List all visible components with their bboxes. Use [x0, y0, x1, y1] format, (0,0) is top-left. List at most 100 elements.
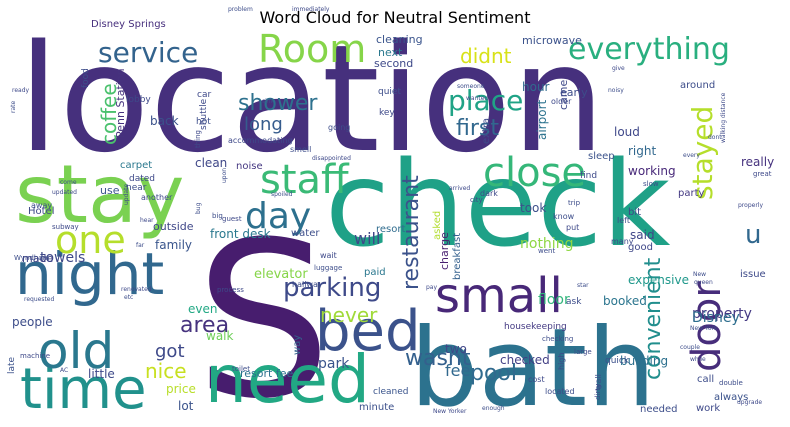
word-night: night [15, 240, 164, 308]
word-new-yorker: New Yorker [433, 408, 467, 415]
word-people: people [12, 315, 53, 329]
word-hour: hour [522, 80, 550, 94]
word-cleaned: cleaned [373, 387, 408, 397]
word-right: right [628, 144, 656, 158]
word-never: never [320, 303, 378, 327]
word-bath: bath [410, 306, 656, 427]
word-machine: machine [20, 352, 50, 360]
word-even: even [188, 302, 217, 316]
word-loud: loud [614, 125, 640, 139]
word-needed: needed [640, 404, 678, 415]
word-old: old [38, 322, 114, 380]
word-clean: clean [195, 156, 227, 170]
word-accommodating: accommodating [228, 136, 293, 145]
word-requested: requested [24, 296, 54, 303]
word-sink: sink [262, 98, 275, 105]
word-older: older [551, 97, 572, 106]
word-dated: dated [129, 174, 155, 184]
word-ready: ready [12, 87, 30, 94]
word-call: call [697, 374, 714, 385]
word-party: party [678, 188, 705, 199]
word-walk: walk [206, 329, 234, 343]
word-early: early [560, 86, 588, 99]
word-use: use [100, 184, 120, 197]
word-nothing: nothing [520, 236, 573, 252]
word-microwave: microwave [522, 34, 582, 47]
word-room: Room [258, 27, 366, 71]
word-restaurant: restaurant [399, 175, 424, 290]
word-minute: minute [359, 402, 394, 413]
word-upon: upon [221, 168, 228, 183]
word-bug: bug [195, 202, 202, 214]
word-one: one [55, 218, 126, 262]
word-place: place [448, 84, 523, 117]
word-another: another [141, 193, 173, 202]
word-front-desk: front desk [210, 227, 271, 241]
word-parking: parking [283, 273, 381, 303]
word-little: little [88, 367, 115, 381]
word-slow: slow [643, 180, 659, 188]
word-got: got [155, 341, 185, 362]
word-expensive: expensive [628, 273, 689, 287]
word-close: close [483, 150, 586, 196]
word-upgrade: upgrade [737, 399, 762, 406]
word-new: New [693, 271, 706, 278]
word-every: every [683, 152, 700, 159]
word-everything: everything [568, 32, 730, 67]
word-put: put [566, 223, 579, 232]
word-process: process [217, 286, 244, 294]
word-stay: stay [15, 148, 184, 241]
word-checked: checked [500, 353, 550, 367]
word-carpet: carpet [120, 160, 152, 171]
word-updated: updated [52, 189, 77, 196]
word-really: really [741, 155, 774, 169]
word-service: service [98, 36, 198, 69]
word-update: update [123, 184, 130, 205]
word-nice: nice [145, 359, 187, 383]
word-paid: paid [364, 267, 386, 278]
word-food: food [81, 68, 91, 88]
word-back: back [150, 114, 179, 128]
word-door: door [684, 281, 730, 372]
word-hot: hot [196, 117, 211, 127]
word-give: give [612, 65, 625, 72]
word-immediately: immediately [292, 6, 330, 13]
word-far: far [136, 242, 145, 249]
word-disappointed: disappointed [312, 155, 351, 162]
word-renovated: renovated [121, 286, 152, 293]
word-need: need [205, 341, 370, 418]
word-dark: dark [480, 189, 498, 198]
word-trip: trip [568, 199, 581, 207]
word-near: near [126, 183, 147, 193]
word-many: many [611, 237, 634, 246]
word-going: going [328, 123, 350, 132]
word-ask: ask [566, 297, 582, 307]
word-big: big [212, 212, 223, 220]
word-second: second [374, 57, 413, 70]
word-enough: enough [482, 405, 505, 412]
word-small: small [435, 268, 563, 324]
word-quiet: quiet [378, 87, 401, 97]
word-price: price [166, 382, 196, 396]
word-hotel: Hotel [28, 206, 55, 217]
word-will: will [354, 229, 380, 248]
word-bit: bit [628, 207, 641, 218]
word-building: building [620, 354, 668, 368]
word-good: good [628, 242, 653, 253]
word-hear: hear [140, 217, 154, 224]
word-large: large [574, 348, 592, 356]
word-convenient: convenient [641, 257, 666, 380]
word-checking: checking [542, 335, 573, 343]
word-high: high [557, 353, 566, 370]
word-water: water [291, 228, 320, 239]
word-pay: pay [426, 284, 437, 291]
word-stayed: stayed [686, 106, 719, 200]
word-while: while [690, 356, 706, 363]
word-bed: bed [315, 299, 421, 364]
word-always: always [714, 392, 748, 403]
word-left: left [617, 216, 630, 225]
word-resort: resort [376, 224, 405, 235]
word-arrived: arrived [449, 185, 470, 192]
word-made: made [22, 252, 53, 265]
